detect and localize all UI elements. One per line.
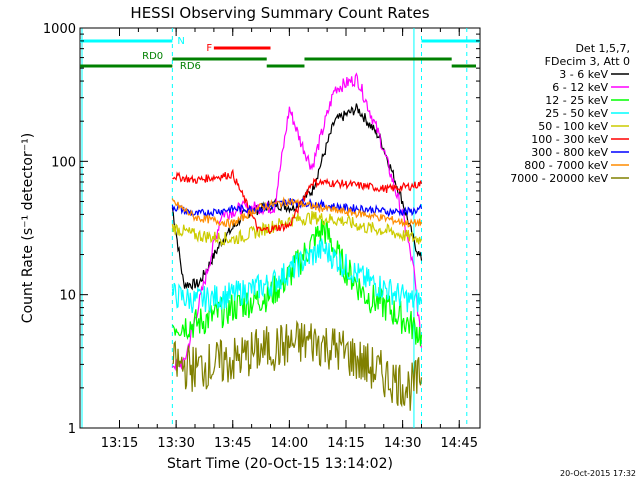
x-tick-label: 14:30	[384, 436, 421, 451]
plot-frame	[79, 27, 481, 429]
legend-entry-label: 6 - 12 keV	[552, 81, 608, 94]
flag-label-f: F	[206, 43, 212, 54]
series-line	[171, 210, 423, 247]
x-axis-label: Start Time (20-Oct-15 13:14:02)	[167, 456, 393, 472]
x-tick-label: 13:30	[157, 436, 194, 451]
x-tick-label: 14:00	[271, 436, 308, 451]
x-tick-label: 14:15	[327, 436, 364, 451]
chart-title: HESSI Observing Summary Count Rates	[130, 4, 429, 22]
x-tick-label: 14:45	[441, 436, 478, 451]
legend-entry-label: 100 - 300 keV	[531, 133, 608, 146]
series-line	[172, 319, 423, 411]
legend-entry-label: 3 - 6 keV	[559, 68, 608, 81]
series-layer	[171, 72, 423, 411]
flag-label-n: N	[177, 36, 184, 47]
legend-entry-label: 12 - 25 keV	[545, 94, 608, 107]
legend-header-1: Det 1,5,7,	[575, 42, 630, 55]
y-tick-label: 1000	[43, 22, 76, 37]
series-line	[171, 72, 423, 372]
legend-entry-label: 50 - 100 keV	[538, 120, 608, 133]
x-tick-label: 13:15	[101, 436, 138, 451]
legend-entry-label: 800 - 7000 keV	[524, 159, 608, 172]
x-tick-label: 13:45	[214, 436, 251, 451]
y-tick-label: 100	[51, 155, 76, 170]
timestamp: 20-Oct-2015 17:32	[560, 469, 636, 478]
flag-label-rd0: RD0	[142, 51, 163, 62]
flag-bars: N F RD0 RD6	[80, 28, 480, 428]
series-line	[171, 238, 423, 314]
legend-header-2: FDecim 3, Att 0	[545, 55, 630, 68]
legend-entry-label: 7000 - 20000 keV	[510, 172, 608, 185]
series-line	[171, 196, 423, 229]
y-axis: 1 10 100 1000	[43, 22, 480, 437]
series-line	[171, 197, 423, 219]
legend-entry-label: 300 - 800 keV	[531, 146, 608, 159]
y-axis-label: Count Rate (s⁻¹ detector⁻¹)	[20, 133, 36, 323]
y-tick-label: 10	[59, 289, 76, 304]
flag-label-rd6: RD6	[180, 61, 201, 72]
legend-entry-label: 25 - 50 keV	[545, 107, 608, 120]
x-axis: 13:15 13:30 13:45 14:00 14:15 14:30 14:45	[101, 28, 478, 451]
y-tick-label: 1	[68, 422, 76, 437]
series-line	[172, 168, 423, 235]
